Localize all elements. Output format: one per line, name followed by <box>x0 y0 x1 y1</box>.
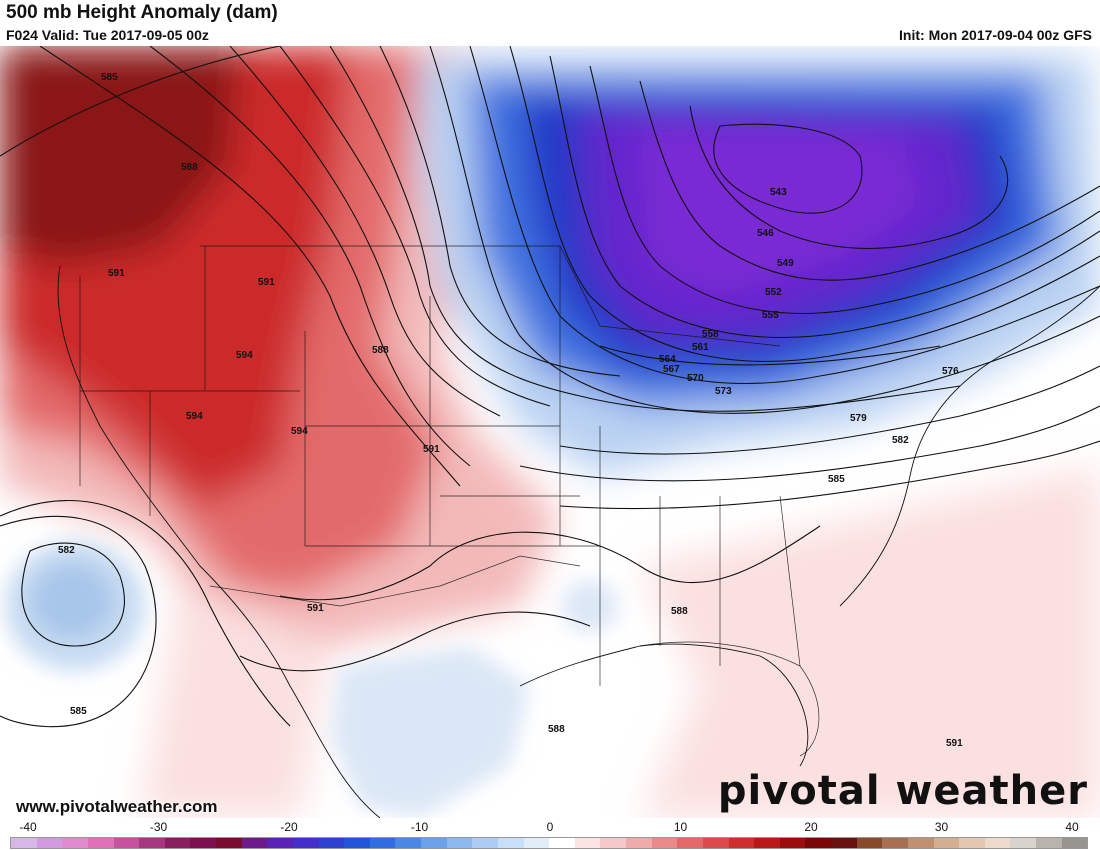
colorbar-swatch <box>241 838 268 848</box>
colorbar-swatch <box>754 838 780 848</box>
contour-label: 591 <box>423 444 440 455</box>
colorbar-swatch <box>421 838 447 848</box>
colorbar-swatch <box>549 838 575 848</box>
colorbar-swatch <box>856 838 883 848</box>
colorbar-swatch <box>574 838 601 848</box>
contour-label: 564 <box>659 354 676 365</box>
colorbar-swatch <box>369 838 396 848</box>
height-contours <box>0 46 1100 728</box>
colorbar-swatch <box>395 838 421 848</box>
contour-label: 594 <box>186 411 203 422</box>
contour-labels: 585 588 591 591 594 594 594 588 591 543 … <box>58 72 963 749</box>
contour-label: 585 <box>101 72 118 83</box>
coastlines <box>57 265 1100 818</box>
contour-label: 582 <box>58 545 75 556</box>
contour-label: 567 <box>663 364 680 375</box>
contour-label: 591 <box>258 277 275 288</box>
contour-label: 591 <box>108 268 125 279</box>
contour-label: 546 <box>757 228 774 239</box>
init-time: Init: Mon 2017-09-04 00z GFS <box>899 27 1092 43</box>
colorbar-swatch <box>267 838 293 848</box>
contour-label: 582 <box>892 435 909 446</box>
political-boundaries <box>79 245 820 757</box>
colorbar-swatch <box>472 838 498 848</box>
colorbar-swatch <box>1036 838 1062 848</box>
colorbar-tick-label: 20 <box>804 820 818 834</box>
map-header: 500 mb Height Anomaly (dam) F024 Valid: … <box>0 0 1100 46</box>
colorbar-swatch <box>1010 838 1036 848</box>
contour-label: 588 <box>181 162 198 173</box>
colorbar-swatch <box>702 838 729 848</box>
contour-label: 594 <box>236 350 253 361</box>
colorbar-swatch <box>882 838 908 848</box>
site-url[interactable]: www.pivotalweather.com <box>16 797 218 816</box>
colorbar-swatch <box>779 838 806 848</box>
contour-label: 579 <box>850 413 867 424</box>
small-anomalies <box>5 541 618 818</box>
colorbar-swatch <box>190 838 216 848</box>
colorbar-tick-label: -40 <box>19 820 37 834</box>
colorbar-swatch <box>728 838 755 848</box>
colorbar-tick-label: -20 <box>280 820 298 834</box>
colorbar-tick-label: 0 <box>546 820 554 834</box>
contour-label: 594 <box>291 426 308 437</box>
weather-map[interactable]: 585 588 591 591 594 594 594 588 591 543 … <box>0 46 1100 818</box>
contour-label: 576 <box>942 366 959 377</box>
contour-label: 591 <box>946 738 963 749</box>
colorbar-swatch <box>62 838 88 848</box>
colorbar-swatch <box>11 838 37 848</box>
contour-label: 588 <box>372 345 389 356</box>
colorbar-swatch <box>36 838 63 848</box>
contour-label: 573 <box>715 386 732 397</box>
colorbar-swatch <box>831 838 857 848</box>
contour-label: 549 <box>777 258 794 269</box>
contour-label: 552 <box>765 287 782 298</box>
colorbar-swatch <box>1061 838 1088 848</box>
map-title: 500 mb Height Anomaly (dam) <box>6 2 278 23</box>
colorbar-tick-label: 30 <box>934 820 949 834</box>
colorbar-tick-label: -30 <box>149 820 168 834</box>
contour-label: 570 <box>687 373 704 384</box>
colorbar-swatch <box>600 838 626 848</box>
colorbar-swatch <box>164 838 191 848</box>
colorbar-swatch <box>677 838 703 848</box>
colorbar-swatch <box>805 838 831 848</box>
colorbar-swatch <box>497 838 524 848</box>
contour-label: 588 <box>671 606 688 617</box>
colorbar-swatch <box>318 838 345 848</box>
colorbar-swatch <box>113 838 140 848</box>
colorbar-tick-label: -10 <box>410 820 429 834</box>
colorbar-swatch <box>292 838 319 848</box>
valid-time: F024 Valid: Tue 2017-09-05 00z <box>6 27 209 43</box>
colorbar-swatch <box>216 838 242 848</box>
colorbar-swatch <box>446 838 473 848</box>
brand-logo: pivotal weather <box>717 768 1088 814</box>
colorbar-tick-label: 40 <box>1065 820 1079 834</box>
contour-label: 585 <box>828 474 845 485</box>
contour-label: 591 <box>307 603 324 614</box>
colorbar-swatch <box>959 838 985 848</box>
colorbar-swatch <box>651 838 678 848</box>
colorbar-swatch <box>907 838 934 848</box>
colorbar-swatch <box>344 838 370 848</box>
contour-label: 585 <box>70 706 87 717</box>
colorbar-tick-label: 10 <box>673 820 688 834</box>
anomaly-shading <box>0 46 1100 818</box>
contour-label: 543 <box>770 187 787 198</box>
colorbar-swatch <box>626 838 652 848</box>
contour-label: 588 <box>548 724 565 735</box>
colorbar-swatch <box>139 838 165 848</box>
colorbar-swatch <box>87 838 114 848</box>
anomaly-colorbar <box>10 837 1088 849</box>
contour-label: 555 <box>762 310 779 321</box>
colorbar-swatch <box>984 838 1011 848</box>
contour-label: 558 <box>702 329 719 340</box>
colorbar-swatch <box>933 838 960 848</box>
contour-label: 561 <box>692 342 709 353</box>
height-anomaly-map: 585 588 591 591 594 594 594 588 591 543 … <box>0 46 1100 818</box>
colorbar-swatch <box>523 838 550 848</box>
